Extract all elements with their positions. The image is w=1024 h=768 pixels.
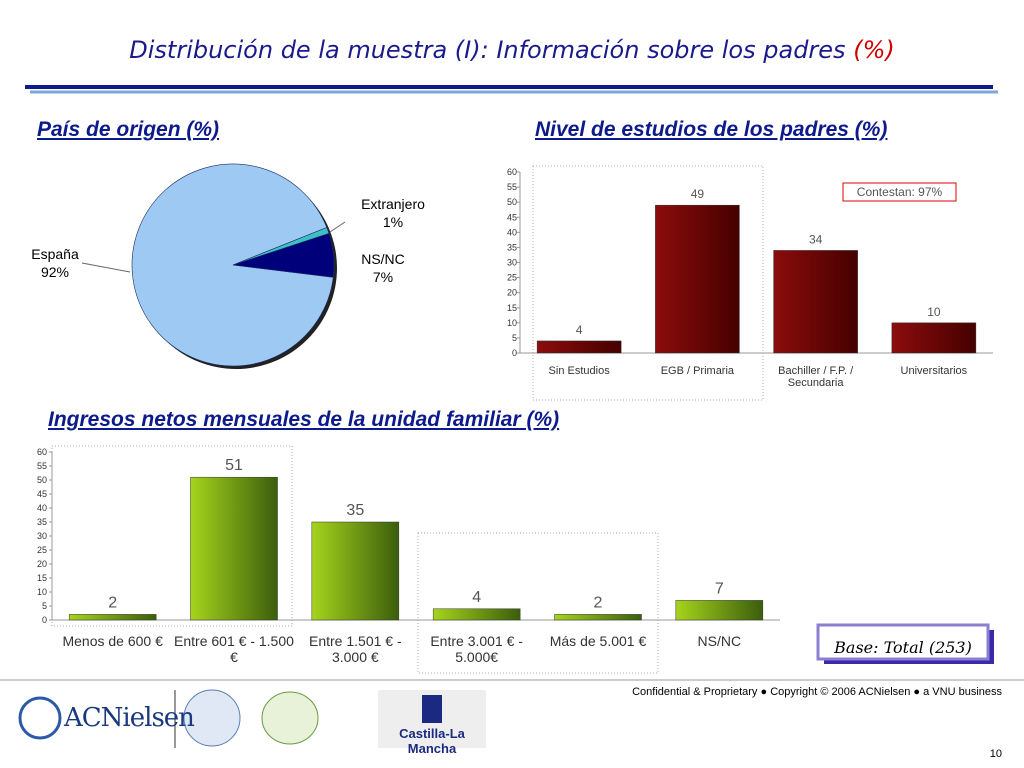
y-tick-label: 60 [37,447,47,457]
y-tick-label: 50 [507,197,517,207]
x-tick-label: NS/NC [697,633,742,649]
y-tick-label: 30 [507,258,517,268]
leader-line [329,221,346,233]
slice-value: 1% [382,214,404,230]
value-label: 4 [472,589,481,606]
base-note: Base: Total (253) [834,638,972,657]
y-tick-label: 35 [507,242,517,252]
value-label: 7 [715,580,724,597]
x-tick-label: Entre 601 € - 1.500 € [174,633,294,665]
highlight-box [532,165,764,401]
bar [554,614,642,621]
x-tick-label: Menos de 600 € [62,633,163,649]
logo-text: Castilla-La Mancha [399,726,465,756]
bar [675,600,764,621]
slice-value: 7% [372,269,394,285]
logo-text: ACNielsen [64,703,195,733]
y-tick-label: 5 [42,601,47,611]
y-tick-label: 40 [507,227,517,237]
value-label: 4 [576,323,583,337]
logo-mark [18,696,62,740]
slice-label: NS/NC [361,251,405,267]
bar [655,204,740,354]
bar [190,476,278,621]
y-tick-label: 55 [507,182,517,192]
x-tick-label: Bachiller / F.P. / Secundaria [778,365,854,389]
annotation-box [842,182,957,202]
logo-mark [261,691,319,745]
x-tick-label: Sin Estudios [548,365,610,377]
y-tick-label: 5 [512,333,517,343]
page-number: 10 [989,748,1002,760]
title-suffix: (%) [853,36,895,64]
y-tick-label: 15 [37,573,47,583]
y-tick-label: 30 [37,531,47,541]
bar [773,250,858,354]
bar [311,521,400,621]
y-tick-label: 25 [507,273,517,283]
section-title: Nivel de estudios de los padres (%) [535,118,888,141]
y-tick-label: 25 [37,545,47,555]
x-tick-label: Más de 5.001 € [549,633,647,649]
y-tick-label: 10 [507,318,517,328]
slice-label: Extranjero [361,196,425,212]
bar [432,608,521,621]
slide-title: Distribución de la muestra (I): Informac… [0,36,1024,64]
logo-mark [422,695,442,723]
bar [536,340,622,354]
value-label: 2 [108,594,117,611]
bar [891,322,977,354]
footer: Confidential & Proprietary ● Copyright ©… [632,686,1002,698]
slice-label: España [31,246,79,262]
value-label: 2 [594,594,603,611]
section-title: Ingresos netos mensuales de la unidad fa… [48,408,560,431]
y-tick-label: 20 [37,559,47,569]
y-tick-label: 0 [42,615,47,625]
y-tick-label: 55 [37,461,47,471]
y-tick-label: 45 [37,489,47,499]
x-tick-label: Entre 1.501 € - 3.000 € [309,633,402,665]
value-label: 10 [927,305,941,319]
section-title: País de origen (%) [37,118,220,141]
y-tick-label: 20 [507,288,517,298]
pie-slice [232,233,335,278]
y-tick-label: 60 [507,167,517,177]
value-label: 51 [225,457,243,474]
leader-line [81,262,131,273]
y-tick-label: 0 [512,348,517,358]
x-tick-label: Entre 3.001 € - 5.000€ [430,633,523,665]
pie-slice [131,163,334,367]
slice-value: 92% [40,264,70,280]
y-tick-label: 15 [507,303,517,313]
y-tick-label: 40 [37,503,47,513]
base-box [816,623,990,661]
logo-mark [183,689,241,747]
y-tick-label: 45 [507,212,517,222]
title-text: Distribución de la muestra (I): Informac… [129,36,846,64]
x-tick-label: EGB / Primaria [660,365,735,377]
y-tick-label: 35 [37,517,47,527]
highlight-box [417,532,659,674]
annotation: Contestan: 97% [856,185,943,199]
value-label: 49 [691,187,705,201]
value-label: 34 [809,232,823,246]
y-tick-label: 50 [37,475,47,485]
bar [68,614,157,621]
x-tick-label: Universitarios [900,365,968,377]
value-label: 35 [346,502,364,519]
y-tick-label: 10 [37,587,47,597]
